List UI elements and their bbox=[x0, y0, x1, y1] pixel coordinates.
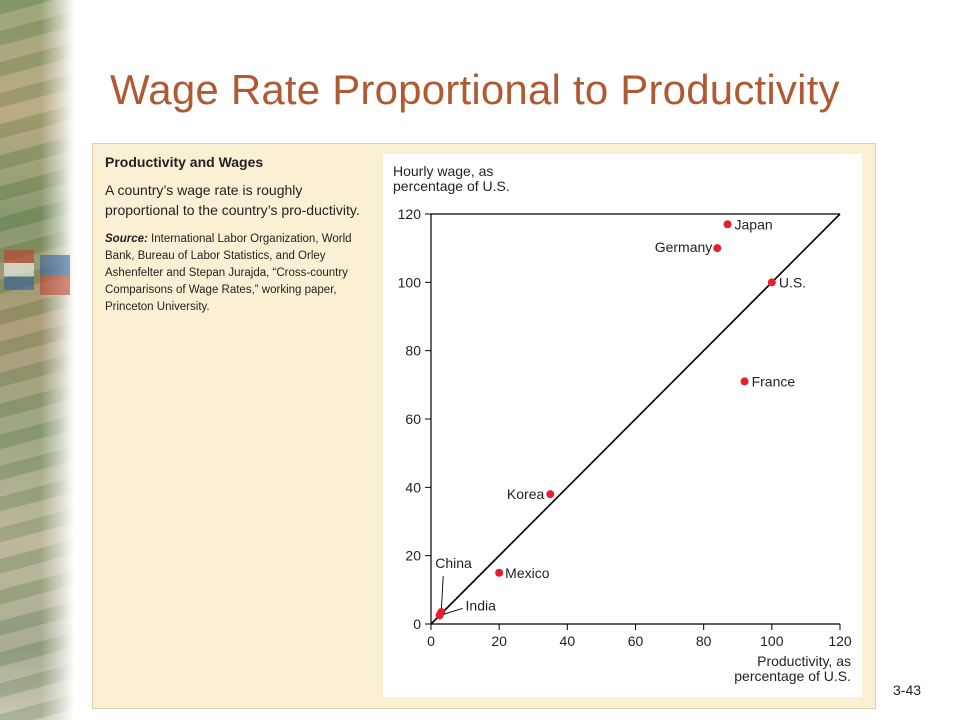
scatter-chart: 0 20 40 60 80 100 120 0 20 40 60 80 100 120 Hourly wag… bbox=[393, 163, 852, 684]
x-tick-label: 40 bbox=[560, 633, 576, 649]
y-tick-label: 80 bbox=[405, 343, 421, 359]
source-label: Source: bbox=[105, 233, 148, 245]
figure-caption: A country’s wage rate is roughly proport… bbox=[105, 182, 360, 218]
x-axis-label: Productivity, as bbox=[757, 653, 851, 669]
chart-panel: 0 20 40 60 80 100 120 0 20 40 60 80 100 120 Hourly wag… bbox=[383, 154, 862, 697]
data-label: U.S. bbox=[779, 274, 806, 290]
data-label: Korea bbox=[507, 486, 545, 502]
source-text: International Labor Organization, World … bbox=[105, 233, 352, 313]
decorative-side-strip bbox=[0, 0, 74, 720]
y-tick-label: 100 bbox=[398, 274, 422, 290]
y-axis-label: percentage of U.S. bbox=[393, 178, 510, 194]
x-tick-label: 60 bbox=[628, 633, 644, 649]
x-tick-label: 100 bbox=[760, 633, 784, 649]
data-point bbox=[713, 244, 722, 253]
y-tick-label: 40 bbox=[405, 479, 421, 495]
data-label: France bbox=[752, 373, 796, 389]
data-point bbox=[435, 611, 444, 620]
page-title: Wage Rate Proportional to Productivity bbox=[110, 66, 840, 113]
x-tick-label: 0 bbox=[427, 633, 435, 649]
data-point bbox=[546, 490, 555, 499]
flag-decoration bbox=[4, 250, 34, 290]
x-tick-label: 80 bbox=[696, 633, 712, 649]
figure-text-panel: Productivity and Wages A country’s wage … bbox=[105, 154, 365, 316]
data-point bbox=[495, 568, 504, 577]
figure-heading: Productivity and Wages bbox=[105, 154, 264, 170]
figure-panel: Productivity and Wages A country’s wage … bbox=[92, 143, 876, 709]
y-tick-label: 20 bbox=[405, 548, 421, 564]
y-tick-label: 60 bbox=[405, 411, 421, 427]
data-label: Japan bbox=[735, 216, 773, 232]
x-axis-label: percentage of U.S. bbox=[734, 668, 851, 684]
y-tick-label: 0 bbox=[413, 616, 421, 632]
data-label: Mexico bbox=[505, 565, 550, 581]
data-label: India bbox=[466, 597, 497, 613]
x-tick-label: 120 bbox=[828, 633, 852, 649]
flag-decoration bbox=[40, 255, 70, 295]
x-tick-label: 20 bbox=[491, 633, 507, 649]
y-axis-label: Hourly wage, as bbox=[393, 163, 493, 179]
leader-line bbox=[440, 576, 444, 613]
y-tick-label: 120 bbox=[398, 206, 422, 222]
data-point bbox=[740, 377, 749, 386]
data-label: China bbox=[435, 555, 472, 571]
figure-source: Source: International Labor Organization… bbox=[105, 231, 365, 316]
slide-number: 3-43 bbox=[893, 682, 922, 698]
leader-line bbox=[439, 608, 463, 616]
data-point bbox=[723, 220, 732, 229]
data-label: Germany bbox=[655, 239, 713, 255]
data-point bbox=[767, 278, 776, 287]
